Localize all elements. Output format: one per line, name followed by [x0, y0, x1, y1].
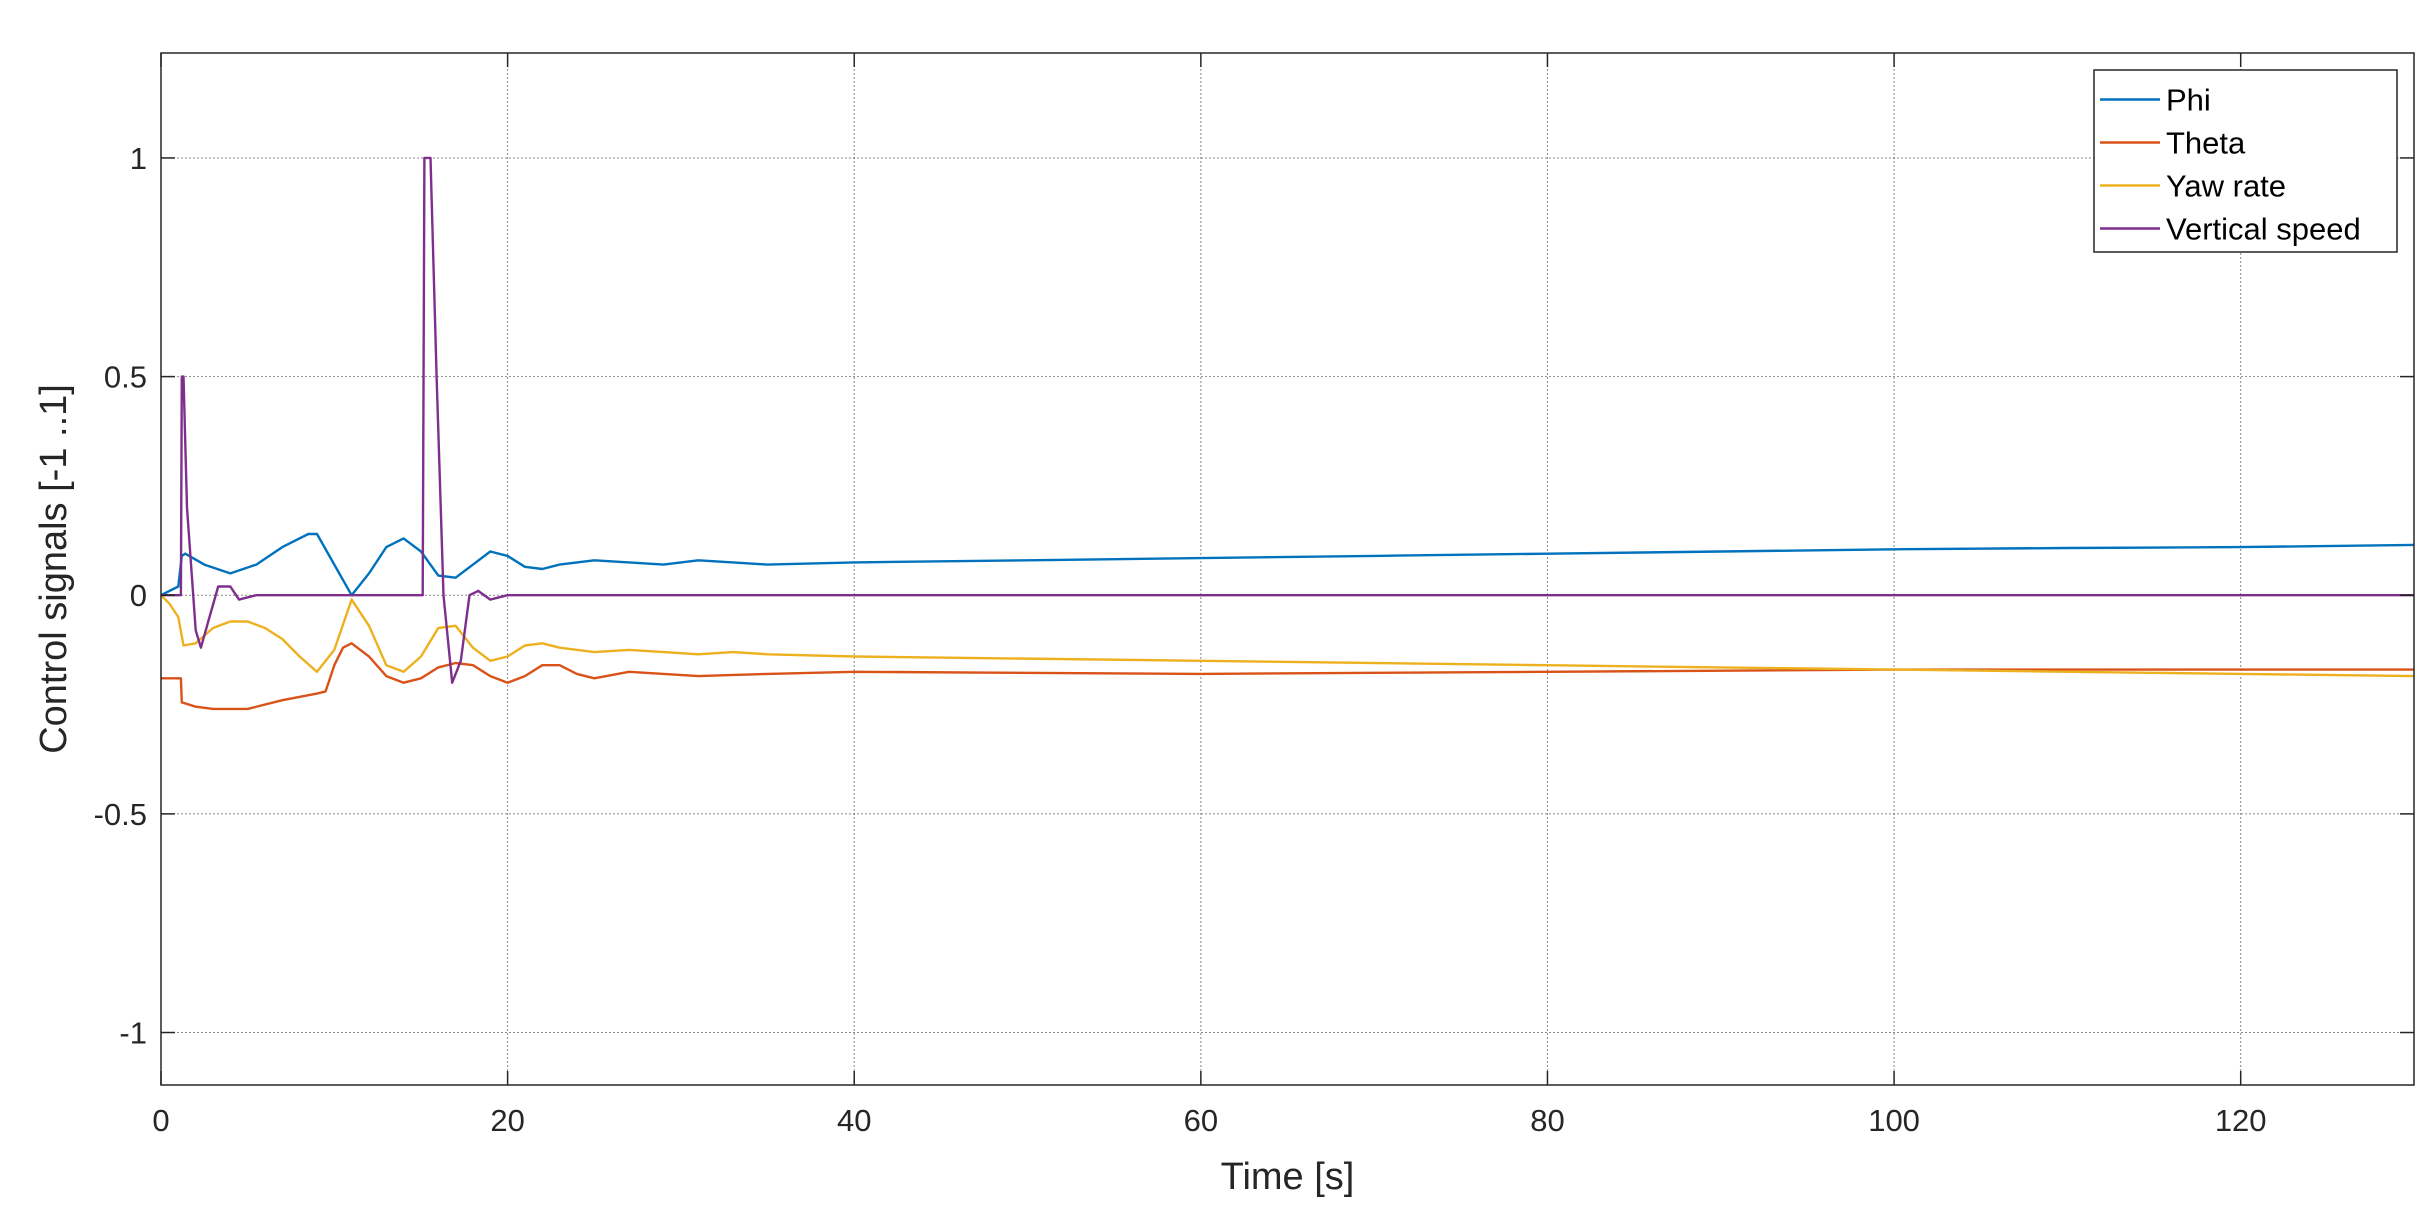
x-tick-label: 20	[490, 1103, 524, 1138]
legend-label: Yaw rate	[2166, 169, 2286, 204]
legend-label: Vertical speed	[2166, 212, 2361, 247]
x-tick-label: 100	[1868, 1103, 1920, 1138]
plot-area-frame	[160, 52, 2415, 1086]
x-tick-label: 60	[1184, 1103, 1218, 1138]
x-axis-label: Time [s]	[1221, 1156, 1355, 1198]
axis-ticks: 0 20 40 60 80 100 120 -1 -0.5 0 0.5 1	[94, 53, 2414, 1138]
legend-label: Phi	[2166, 83, 2211, 118]
x-tick-label: 0	[152, 1103, 169, 1138]
series-line-theta	[161, 642, 2414, 711]
x-tick-label: 40	[837, 1103, 871, 1138]
x-tick-label: 80	[1530, 1103, 1564, 1138]
x-tick-label: 120	[2215, 1103, 2267, 1138]
y-axis-label: Control signals [-1 ..1]	[33, 384, 75, 754]
series-line-vertical-speed	[161, 156, 2414, 684]
y-tick-label: -0.5	[94, 797, 147, 832]
y-tick-label: 1	[130, 141, 147, 176]
legend-label: Theta	[2166, 126, 2246, 161]
y-tick-label: 0	[130, 578, 147, 613]
series-line-phi	[160, 532, 2415, 597]
y-tick-label: -1	[119, 1016, 147, 1051]
series-lines	[160, 156, 2415, 711]
legend: Phi Theta Yaw rate Vertical speed	[2093, 69, 2398, 253]
y-tick-label: 0.5	[104, 360, 147, 395]
